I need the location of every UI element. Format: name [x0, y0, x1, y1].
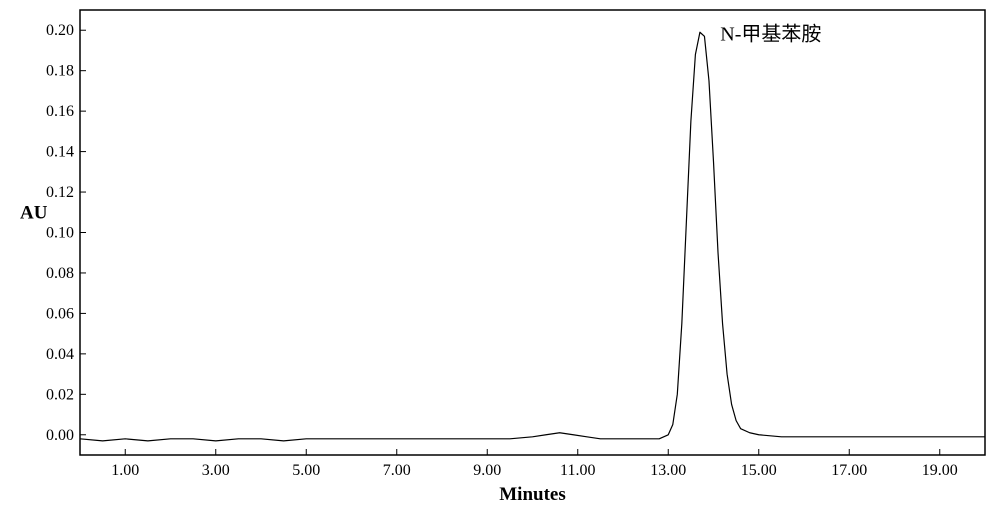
chromatogram-chart: 0.00 0.02 0.04 0.06 0.08 0.10 0.12 0.14 0.16 0.18… [0, 0, 1000, 511]
y-tick-label: 0.20 [46, 22, 74, 39]
y-axis-label: AU [20, 202, 48, 223]
y-tick-label: 0.16 [46, 103, 74, 120]
y-tick-label: 0.00 [46, 427, 74, 444]
y-tick-label: 0.18 [46, 63, 74, 80]
y-tick-label: 0.06 [46, 305, 74, 322]
x-tick-label: 5.00 [292, 462, 320, 479]
x-tick-label: 1.00 [111, 462, 139, 479]
x-tick-label: 19.00 [922, 462, 958, 479]
x-tick-label: 13.00 [650, 462, 686, 479]
y-tick-label: 0.14 [46, 144, 74, 161]
peak-label: N-甲基苯胺 [720, 22, 821, 45]
x-tick-label: 3.00 [202, 462, 230, 479]
x-axis-label: Minutes [499, 484, 566, 505]
x-tick-label: 9.00 [473, 462, 501, 479]
x-tick-label: 15.00 [741, 462, 777, 479]
x-tick-label: 11.00 [560, 462, 595, 479]
chart-background [0, 0, 1000, 511]
x-tick-label: 7.00 [383, 462, 411, 479]
y-tick-label: 0.12 [46, 184, 74, 201]
y-tick-label: 0.08 [46, 265, 74, 282]
y-tick-label: 0.10 [46, 225, 74, 242]
x-tick-label: 17.00 [831, 462, 867, 479]
y-tick-label: 0.04 [46, 346, 74, 363]
y-tick-label: 0.02 [46, 386, 74, 403]
chart-svg: 0.00 0.02 0.04 0.06 0.08 0.10 0.12 0.14 0.16 0.18… [0, 0, 1000, 511]
